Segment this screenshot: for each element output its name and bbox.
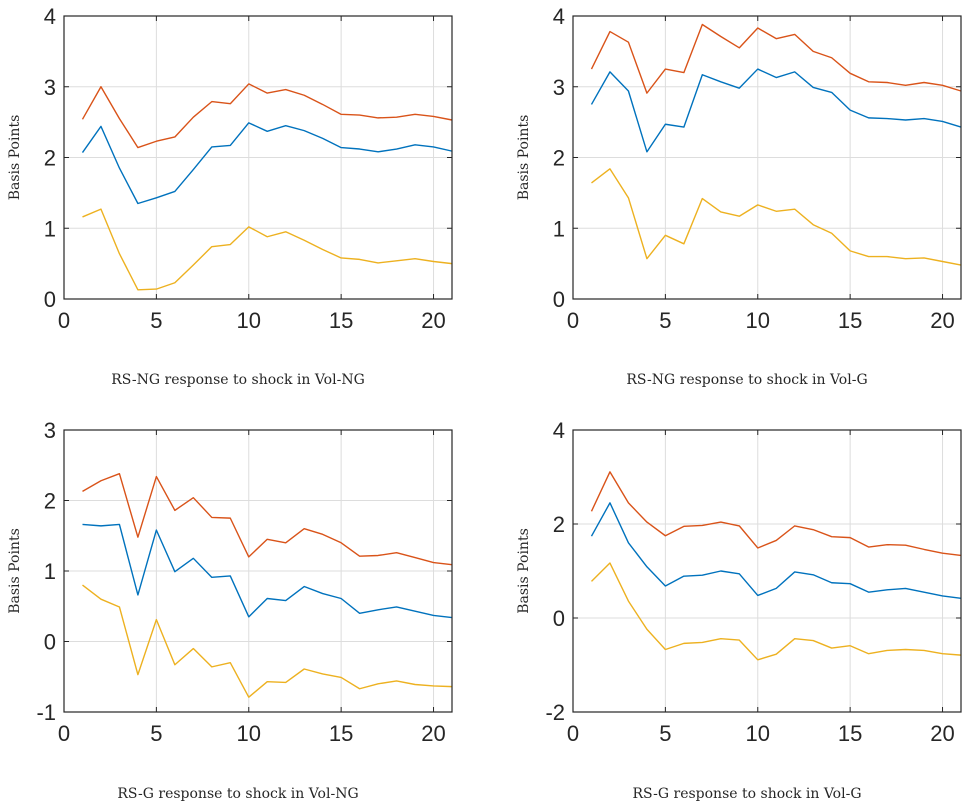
y-tick-label: 3 — [44, 75, 56, 100]
series-line-median — [82, 523, 453, 619]
series-group — [81, 83, 453, 291]
panel-caption: RS-NG response to shock in Vol-G — [626, 372, 867, 388]
series-line-lower — [82, 208, 453, 291]
y-tick-label: 3 — [553, 75, 565, 100]
y-axis-label: Basis Points — [7, 528, 23, 614]
axes-frame — [572, 429, 962, 713]
series-group — [590, 471, 962, 661]
y-tick-label: 2 — [553, 512, 565, 537]
series-line-upper — [81, 83, 453, 149]
x-tick-label: 0 — [58, 721, 70, 746]
x-tick-label: 10 — [237, 308, 261, 333]
x-tick-label: 0 — [567, 721, 579, 746]
x-tick-label: 15 — [329, 308, 353, 333]
x-tick-label: 20 — [930, 308, 954, 333]
series-line-lower — [82, 584, 453, 698]
tick-labels: 0 5 10 15 20 0 1 2 3 4 — [553, 4, 955, 333]
y-tick-label: 3 — [44, 418, 56, 443]
y-tick-label: 1 — [44, 559, 56, 584]
x-tick-label: 20 — [930, 721, 954, 746]
y-tick-label: -2 — [545, 700, 565, 725]
y-tick-label: 0 — [553, 606, 565, 631]
y-tick-label: 2 — [553, 146, 565, 171]
tick-labels: 0 5 10 15 20 0 1 2 3 4 — [44, 4, 446, 333]
series-line-lower — [591, 168, 962, 266]
y-axis-label: Basis Points — [516, 115, 532, 201]
y-axis-label: Basis Points — [516, 528, 532, 614]
series-group — [590, 23, 962, 266]
y-tick-label: 4 — [553, 4, 565, 29]
y-tick-label: 0 — [44, 287, 56, 312]
series-line-upper — [82, 473, 453, 566]
series-line-median — [590, 68, 962, 153]
x-tick-label: 15 — [329, 721, 353, 746]
plot-frame — [572, 429, 962, 713]
x-tick-label: 20 — [421, 308, 445, 333]
axes-frame — [63, 429, 453, 713]
x-tick-label: 5 — [659, 721, 671, 746]
x-tick-label: 5 — [150, 308, 162, 333]
y-tick-label: 1 — [44, 216, 56, 241]
x-tick-label: 10 — [237, 721, 261, 746]
x-tick-label: 15 — [838, 308, 862, 333]
y-tick-label: 4 — [44, 4, 56, 29]
y-tick-label: 1 — [553, 216, 565, 241]
series-line-median — [590, 502, 962, 599]
x-tick-label: 15 — [838, 721, 862, 746]
series-line-lower — [590, 562, 962, 661]
series-group — [82, 473, 453, 698]
axes-frame — [63, 15, 453, 300]
series-line-upper — [590, 23, 962, 94]
series-line-upper — [590, 471, 962, 557]
x-tick-label: 5 — [659, 308, 671, 333]
y-tick-label: 4 — [553, 418, 565, 443]
x-tick-label: 0 — [58, 308, 70, 333]
panel-rs-ng-vol-g: 0 5 10 15 20 0 1 2 3 4 Basis Points RS-NG respons… — [516, 4, 962, 388]
panel-caption: RS-G response to shock in Vol-NG — [117, 786, 358, 802]
x-tick-label: 10 — [746, 721, 770, 746]
x-tick-label: 20 — [421, 721, 445, 746]
y-tick-label: 2 — [44, 146, 56, 171]
panel-caption: RS-G response to shock in Vol-G — [633, 786, 862, 802]
x-tick-label: 10 — [746, 308, 770, 333]
x-tick-label: 5 — [150, 721, 162, 746]
y-tick-label: 0 — [553, 287, 565, 312]
y-tick-label: 2 — [44, 489, 56, 514]
axes-frame — [572, 15, 962, 300]
series-line-median — [81, 122, 453, 205]
x-tick-label: 0 — [567, 308, 579, 333]
y-tick-label: -1 — [36, 700, 56, 725]
y-axis-label: Basis Points — [7, 115, 23, 201]
grid — [64, 16, 452, 299]
panel-caption: RS-NG response to shock in Vol-NG — [111, 372, 365, 388]
y-tick-label: 0 — [44, 630, 56, 655]
panel-rs-ng-vol-ng: 0 5 10 15 20 0 1 2 3 4 Basis Points RS-NG respons… — [7, 4, 453, 388]
grid — [573, 430, 961, 712]
